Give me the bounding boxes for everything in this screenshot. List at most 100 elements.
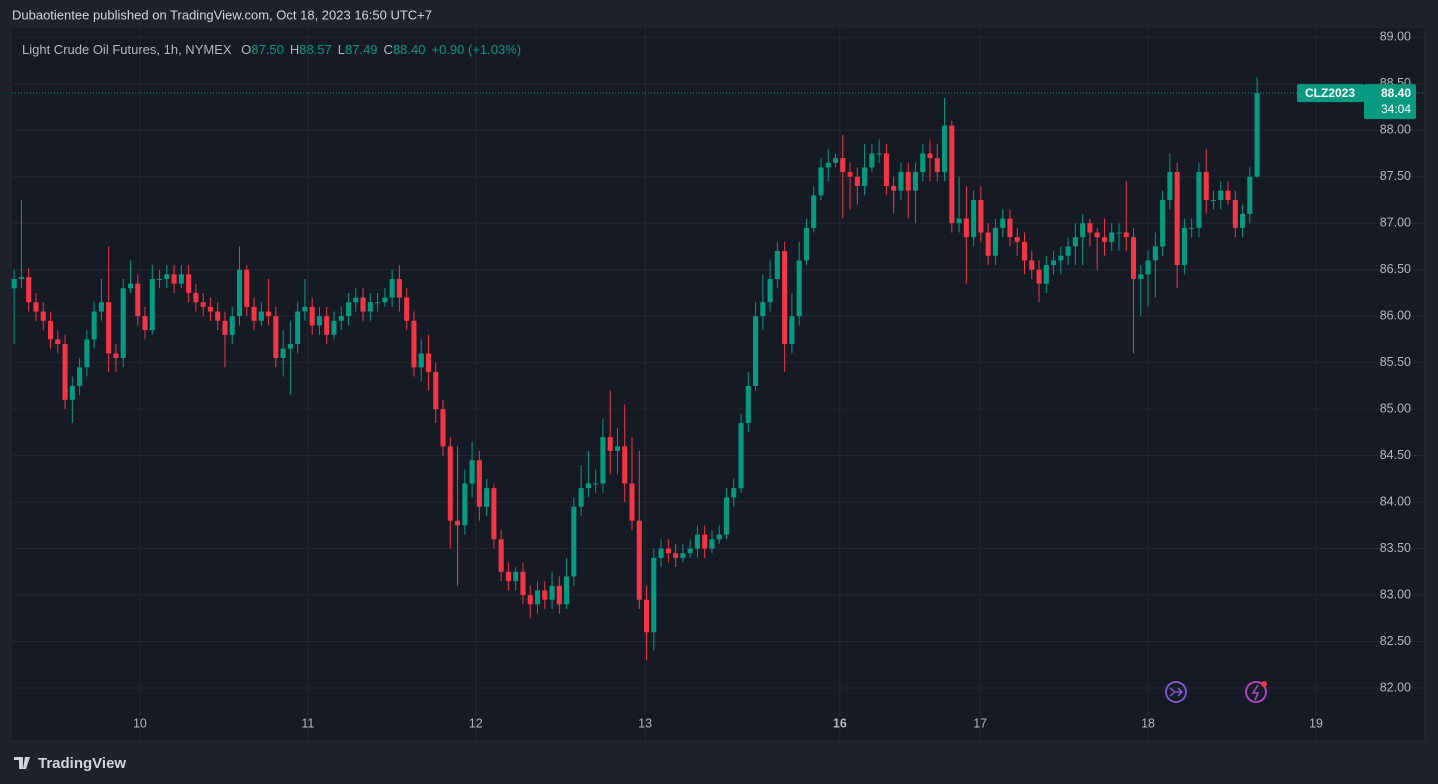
candle-body — [26, 277, 32, 303]
y-tick-label: 82.50 — [1380, 634, 1411, 648]
candle-body — [527, 595, 533, 605]
y-tick-label: 85.50 — [1380, 355, 1411, 369]
x-tick-label: 19 — [1309, 716, 1323, 730]
candle-body — [898, 172, 904, 191]
candle-body — [862, 167, 868, 187]
candle-body — [324, 316, 330, 335]
candle-body — [1181, 227, 1187, 266]
x-tick-label: 10 — [133, 716, 147, 730]
candle-body — [658, 548, 664, 558]
candle-body — [1167, 172, 1173, 200]
candle-body — [1240, 213, 1246, 228]
candle-body — [404, 297, 410, 321]
y-tick-label: 87.00 — [1380, 216, 1411, 230]
candle-body — [687, 548, 693, 554]
candle-body — [55, 339, 61, 345]
candle-body — [280, 348, 286, 359]
candle-body — [215, 311, 221, 321]
countdown-label: 34:04 — [1381, 102, 1411, 116]
candle-body — [244, 269, 250, 307]
symbol-label: CLZ2023 — [1305, 86, 1355, 100]
alert-icon[interactable] — [1245, 681, 1267, 703]
candle-body — [1087, 223, 1093, 233]
candle-body — [1043, 265, 1049, 284]
candle-body — [120, 288, 126, 359]
candle-body — [200, 302, 206, 307]
candle-body — [1094, 232, 1100, 238]
candle-body — [883, 153, 889, 187]
candle-body — [1145, 260, 1151, 275]
candle-body — [389, 278, 395, 298]
candle-body — [98, 302, 104, 312]
replay-icon[interactable] — [1165, 681, 1187, 703]
candle-body — [1130, 237, 1137, 279]
candle-body — [164, 274, 170, 279]
candle-body — [382, 297, 388, 303]
y-tick-label: 86.50 — [1380, 262, 1411, 276]
candle-body — [1101, 237, 1108, 242]
candle-body — [811, 195, 817, 228]
candle-body — [600, 437, 606, 484]
published-note: Dubaotientee published on TradingView.co… — [12, 7, 432, 22]
candle-body — [1021, 241, 1028, 261]
candle-body — [1000, 218, 1006, 228]
candle-body — [942, 125, 948, 173]
candle-body — [193, 292, 199, 303]
y-tick-label: 87.50 — [1380, 169, 1411, 183]
candle-body — [157, 278, 163, 280]
candle-body — [498, 539, 504, 572]
candle-body — [920, 153, 926, 173]
candle-body — [375, 302, 381, 304]
candle-body — [1036, 269, 1042, 284]
candle-body — [491, 488, 497, 540]
candle-body — [331, 320, 337, 335]
legend-value: 87.50 — [251, 42, 284, 57]
candle-body — [338, 316, 344, 321]
candle-body — [178, 274, 184, 284]
candle-body — [585, 483, 591, 489]
candle-body — [869, 153, 875, 168]
candle-body — [513, 571, 519, 582]
candle-body — [643, 599, 650, 633]
candle-body — [534, 590, 541, 605]
candle-body — [949, 125, 955, 224]
candle-body — [142, 316, 148, 331]
candle-body — [1109, 232, 1115, 242]
candle-body — [840, 158, 846, 173]
candle-body — [934, 158, 940, 173]
plot-area — [12, 28, 1425, 741]
candle-body — [258, 311, 264, 321]
candle-body — [207, 306, 213, 312]
candle-body — [505, 571, 511, 582]
candle-body — [273, 316, 279, 359]
candle-body — [578, 488, 584, 507]
candle-body — [411, 320, 417, 368]
candle-body — [1029, 260, 1035, 270]
candle-body — [418, 353, 424, 368]
candle-body — [723, 497, 730, 535]
candle-body — [447, 446, 453, 521]
candle-body — [673, 553, 679, 558]
candle-body — [171, 274, 177, 284]
candle-body — [1007, 218, 1013, 238]
candle-body — [985, 232, 991, 256]
candle-body — [353, 297, 359, 303]
candle-body — [77, 367, 83, 386]
alert-dot — [1261, 681, 1267, 687]
candle-body — [891, 186, 897, 191]
candle-body — [1065, 246, 1071, 256]
legend-value: 88.40 — [392, 42, 426, 57]
candle-body — [556, 585, 562, 605]
candle-body — [832, 158, 839, 163]
candle-body — [629, 483, 635, 521]
candle-body — [287, 344, 293, 349]
candle-body — [476, 460, 482, 507]
candle-body — [847, 172, 853, 177]
y-tick-label: 83.50 — [1380, 541, 1411, 555]
candle-body — [564, 576, 570, 605]
candle-body — [1203, 172, 1209, 200]
candle-body — [818, 167, 824, 196]
candle-body — [571, 506, 577, 577]
candle-body — [796, 260, 802, 317]
